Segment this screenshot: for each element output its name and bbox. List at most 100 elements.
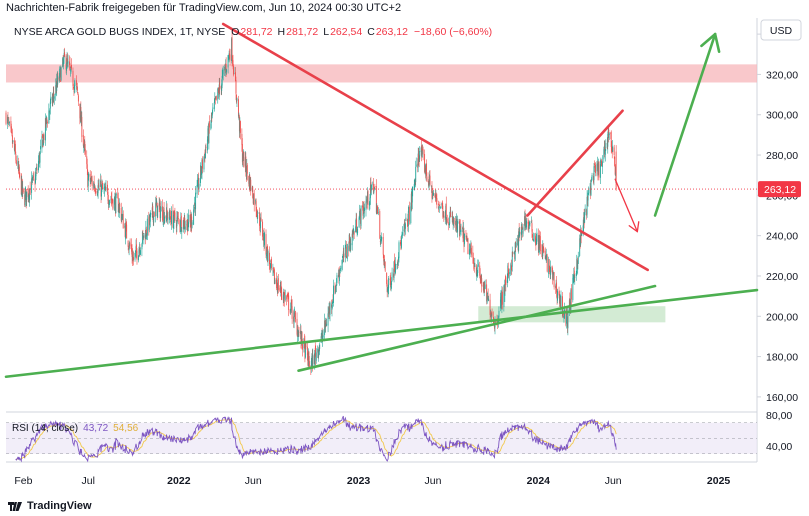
candle-669 (466, 238, 468, 242)
candle-399 (280, 281, 282, 301)
candle-401 (282, 291, 284, 307)
candle-331 (234, 66, 236, 75)
candle-727 (507, 263, 509, 283)
candle-831 (579, 234, 581, 258)
candle-490 (343, 247, 345, 263)
candle-879 (611, 146, 613, 159)
candle-749 (522, 227, 524, 238)
candle-734 (511, 246, 513, 272)
candle-329 (232, 54, 234, 70)
candle-650 (453, 217, 455, 228)
candle-666 (465, 229, 467, 240)
candle-62 (48, 111, 50, 113)
candle-620 (433, 190, 434, 197)
candle-603 (421, 144, 423, 158)
candle-16 (17, 155, 19, 169)
candle-549 (384, 255, 386, 267)
chart-attribution: Nachrichten-Fabrik freigegeben für Tradi… (6, 2, 402, 14)
candle-616 (431, 185, 432, 193)
candle-859 (597, 158, 599, 176)
candle-57 (45, 118, 47, 129)
candle-86 (65, 54, 67, 74)
currency-badge[interactable]: USD (760, 19, 802, 41)
candle-245 (174, 207, 176, 223)
rsi-y-tick-label-0: 80,00 (766, 410, 792, 422)
candle-407 (286, 293, 288, 302)
candle-643 (449, 211, 451, 229)
candle-881 (613, 144, 615, 159)
candle-689 (480, 273, 482, 284)
candle-153 (111, 191, 113, 205)
candle-164 (118, 198, 120, 219)
candle-759 (529, 220, 530, 230)
candle-207 (148, 213, 150, 233)
tradingview-brand[interactable]: TradingView (8, 500, 92, 512)
candle-21 (20, 173, 22, 195)
candle-771 (537, 228, 539, 256)
candle-592 (414, 178, 416, 191)
candle-610 (426, 159, 428, 182)
candle-182 (131, 244, 133, 264)
candle-6 (10, 116, 12, 133)
candle-30 (26, 191, 28, 207)
candle-687 (479, 268, 481, 285)
candle-658 (459, 223, 461, 238)
rsi-y-tick-label-1: 40,00 (766, 441, 792, 453)
projection-arrow-down (614, 178, 640, 233)
candle-23 (21, 178, 23, 200)
candle-113 (83, 139, 85, 152)
time-axis[interactable]: Feb Jul 2022 Jun 2023 Jun 2024 Jun 2025 (14, 475, 730, 487)
candle-374 (263, 227, 265, 251)
candle-499 (349, 238, 351, 252)
candle-855 (595, 162, 596, 177)
candle-257 (183, 217, 185, 229)
candle-419 (294, 310, 296, 322)
candle-58 (45, 115, 47, 131)
candle-880 (612, 139, 614, 152)
candle-145 (105, 180, 107, 193)
candle-695 (484, 279, 486, 290)
candle-657 (459, 219, 461, 241)
candle-681 (475, 264, 477, 277)
candle-514 (360, 208, 362, 230)
candle-739 (515, 241, 517, 253)
candle-403 (283, 289, 285, 296)
candle-839 (584, 212, 586, 224)
candle-684 (477, 259, 479, 277)
candle-604 (422, 144, 424, 151)
candle-745 (519, 227, 521, 238)
candle-580 (405, 213, 407, 222)
rsi-ma-line (15, 418, 617, 461)
candle-761 (531, 216, 532, 224)
candle-25 (22, 188, 24, 194)
candle-449 (315, 345, 317, 366)
candle-526 (368, 200, 370, 211)
candle-558 (390, 282, 392, 292)
candle-251 (179, 218, 181, 233)
candle-622 (434, 189, 436, 203)
price-axis[interactable]: 340,00320,00300,00280,00260,00240,00220,… (757, 29, 801, 453)
candle-241 (172, 204, 174, 229)
candle-79 (60, 66, 62, 83)
candle-375 (264, 231, 265, 249)
candle-344 (242, 149, 244, 161)
candle-117 (86, 158, 88, 176)
candle-338 (238, 114, 240, 139)
candle-219 (156, 202, 158, 221)
candle-579 (404, 222, 406, 235)
candle-116 (86, 150, 88, 169)
candle-232 (166, 200, 167, 223)
candle-638 (445, 196, 447, 225)
candle-395 (277, 274, 279, 294)
candle-803 (559, 294, 561, 307)
candle-233 (166, 203, 168, 218)
candle-201 (144, 230, 146, 245)
candle-97 (73, 83, 74, 91)
candle-49 (39, 151, 41, 169)
candle-364 (256, 209, 258, 220)
candle-454 (318, 345, 320, 352)
candle-627 (438, 206, 440, 210)
candle-92 (69, 56, 71, 70)
candle-438 (307, 348, 309, 367)
